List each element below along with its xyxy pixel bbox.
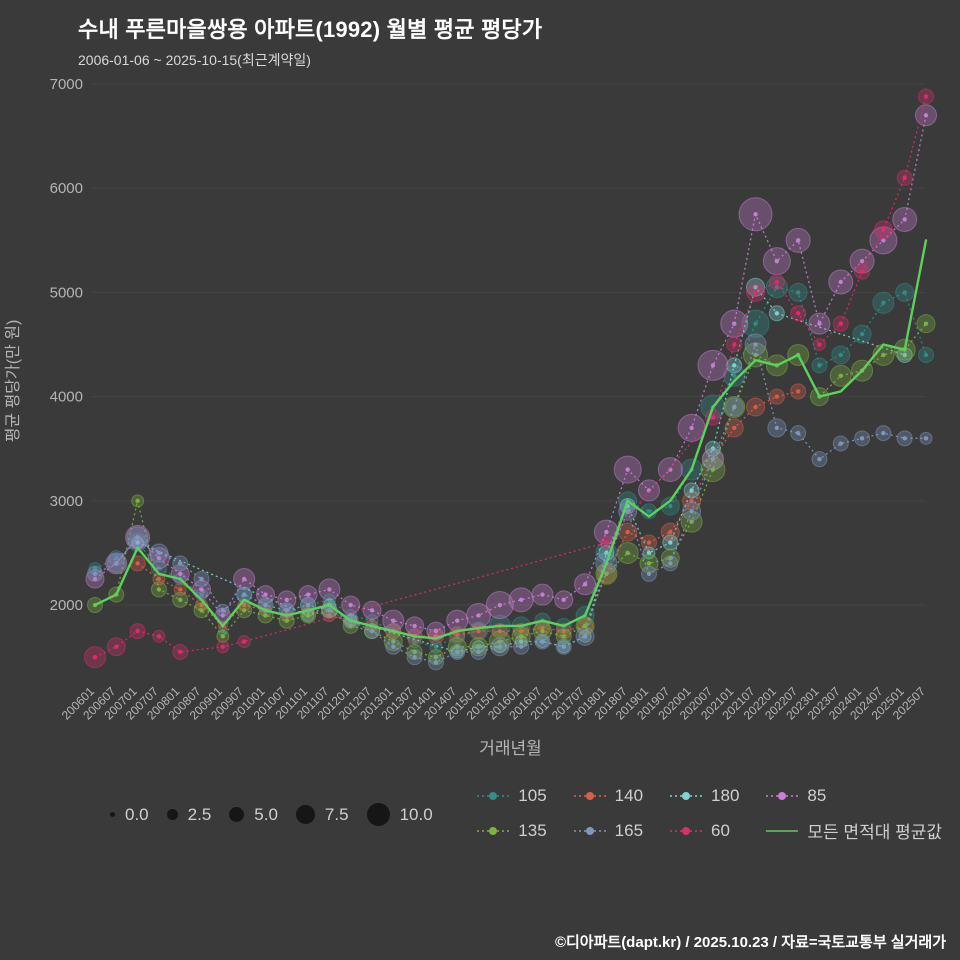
series-legend-item-180: 180 bbox=[669, 786, 739, 806]
x-axis: 2006012006072007012007072008012008072009… bbox=[59, 684, 928, 722]
price-bubble-chart: 2000 3000 4000 5000 6000 7000 2006012006072007… bbox=[4, 76, 937, 758]
size-legend-label: 2.5 bbox=[187, 804, 212, 824]
series-legend-label: 105 bbox=[518, 786, 547, 805]
size-legend-label: 5.0 bbox=[254, 804, 278, 824]
svg-text:7000: 7000 bbox=[50, 76, 83, 93]
series-legend-marker bbox=[766, 829, 799, 832]
size-legend-label: 0.0 bbox=[125, 804, 149, 824]
source-credit: ©디아파트(dapt.kr) / 2025.10.23 / 자료=국토교통부 실… bbox=[554, 934, 946, 951]
svg-text:3000: 3000 bbox=[50, 493, 83, 510]
series-legend-marker bbox=[477, 792, 510, 800]
series-legend-marker bbox=[477, 826, 510, 835]
chart-header: 수내 푸른마을쌍용 아파트(1992) 월별 평균 평당가 2006-01-06… bbox=[0, 0, 960, 70]
chart-subtitle: 2006-01-06 ~ 2025-10-15(최근계약일) bbox=[78, 52, 311, 68]
size-legend-dot bbox=[166, 809, 178, 820]
size-legend-item: 0.0 bbox=[110, 805, 149, 825]
series-60 bbox=[84, 88, 934, 669]
svg-text:5000: 5000 bbox=[50, 284, 83, 301]
svg-text:6000: 6000 bbox=[50, 180, 83, 197]
size-legend-item: 7.5 bbox=[295, 804, 349, 825]
series-legend-marker bbox=[670, 826, 703, 835]
size-legend-item: 5.0 bbox=[229, 805, 278, 825]
series-legend-item-60: 60 bbox=[669, 821, 739, 841]
series-165 bbox=[87, 333, 933, 671]
series-legend-item-140: 140 bbox=[573, 786, 643, 806]
legend: 0.0 2.5 5.0 7.5 10.0 105 135 140 165 180 60 85 모든 면… bbox=[0, 782, 960, 843]
bubble-size-legend: 0.0 2.5 5.0 7.5 10.0 bbox=[110, 803, 433, 826]
size-legend-label: 7.5 bbox=[324, 804, 349, 824]
series-legend: 105 135 140 165 180 60 85 모든 면적대 평균값 bbox=[476, 786, 942, 843]
size-legend-item: 2.5 bbox=[166, 804, 212, 825]
y-axis: 2000 3000 4000 5000 6000 7000 bbox=[50, 76, 926, 614]
size-legend-label: 10.0 bbox=[399, 804, 433, 824]
series-135 bbox=[87, 314, 936, 666]
series-legend-item-165: 165 bbox=[573, 821, 643, 841]
series-legend-label: 165 bbox=[614, 820, 644, 840]
series-legend-marker bbox=[573, 792, 606, 800]
series-85 bbox=[85, 104, 937, 641]
series-legend-label: 60 bbox=[711, 820, 730, 840]
series-legend-item-85: 85 bbox=[765, 786, 942, 806]
size-legend-item: 10.0 bbox=[366, 803, 433, 826]
size-legend-dot bbox=[295, 805, 315, 824]
size-legend-dot bbox=[366, 803, 390, 826]
series-legend-item-모든 면적대 평균값: 모든 면적대 평균값 bbox=[765, 818, 942, 843]
series-legend-item-105: 105 bbox=[476, 786, 547, 806]
series-legend-label: 140 bbox=[614, 786, 644, 805]
y-axis-title: 평균 평당가(만 원) bbox=[4, 320, 22, 443]
average-line bbox=[93, 239, 928, 640]
series-legend-label: 135 bbox=[518, 820, 547, 840]
series-legend-label: 모든 면적대 평균값 bbox=[807, 823, 942, 842]
series-legend-marker bbox=[573, 826, 606, 835]
series-legend-marker bbox=[766, 792, 799, 800]
size-legend-dot bbox=[110, 812, 115, 817]
size-legend-dot bbox=[229, 807, 245, 822]
svg-text:4000: 4000 bbox=[50, 389, 83, 406]
series-legend-item-135: 135 bbox=[476, 820, 547, 841]
series-legend-label: 85 bbox=[807, 786, 827, 805]
x-axis-title: 거래년월 bbox=[479, 739, 542, 758]
series-legend-label: 180 bbox=[711, 786, 740, 805]
svg-text:2000: 2000 bbox=[50, 597, 83, 614]
series-legend-marker bbox=[670, 792, 703, 800]
chart-title: 수내 푸른마을쌍용 아파트(1992) 월별 평균 평당가 bbox=[78, 17, 543, 42]
